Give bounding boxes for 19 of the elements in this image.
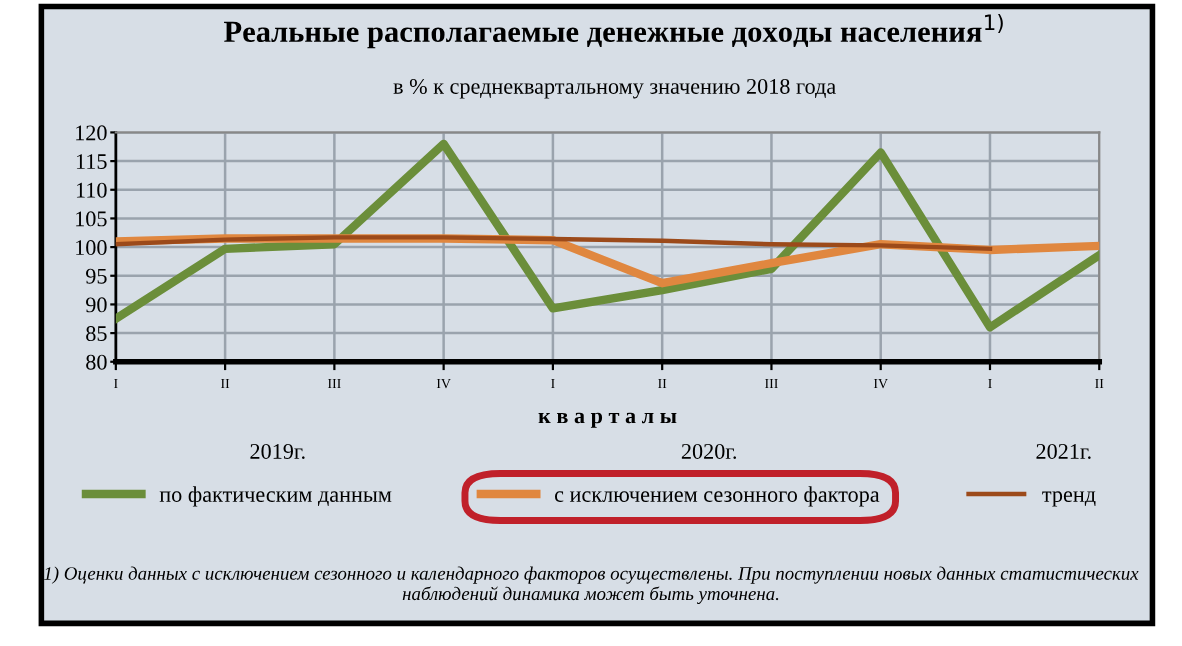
legend-label: с исключением сезонного фактора (554, 486, 880, 507)
y-tick-label: 100 (76, 240, 107, 256)
y-tick-label: 105 (76, 211, 107, 227)
chart-subtitle: в % к среднеквартальному значению 2018 года (393, 78, 836, 99)
y-tick-label: 110 (76, 182, 107, 198)
y-tick-label: 95 (86, 268, 107, 284)
legend-label: по фактическим данным (159, 486, 392, 507)
text: 2021г. (1036, 443, 1091, 459)
chart-title: Реальные располагаемые денежные доходы населения$^{1)}$ (224, 13, 1003, 49)
y-tick-label: 115 (76, 154, 107, 170)
text: 1) Оценки данных с исключением сезонного и календарного факторов осуществлены. При поступлении новых данных статистических наблюдений динамика может быть уточнена. (44, 566, 1139, 605)
y-tick-label: 85 (86, 326, 107, 342)
text: 2020г. (681, 443, 737, 459)
y-tick-label: 80 (86, 354, 107, 370)
x-axis-title: к в а р т а л ы (538, 412, 677, 428)
legend-label: тренд (1042, 491, 1096, 507)
y-tick-label: 90 (86, 297, 107, 313)
y-tick-label: 120 (76, 125, 107, 141)
text: 2019г. (250, 443, 305, 459)
